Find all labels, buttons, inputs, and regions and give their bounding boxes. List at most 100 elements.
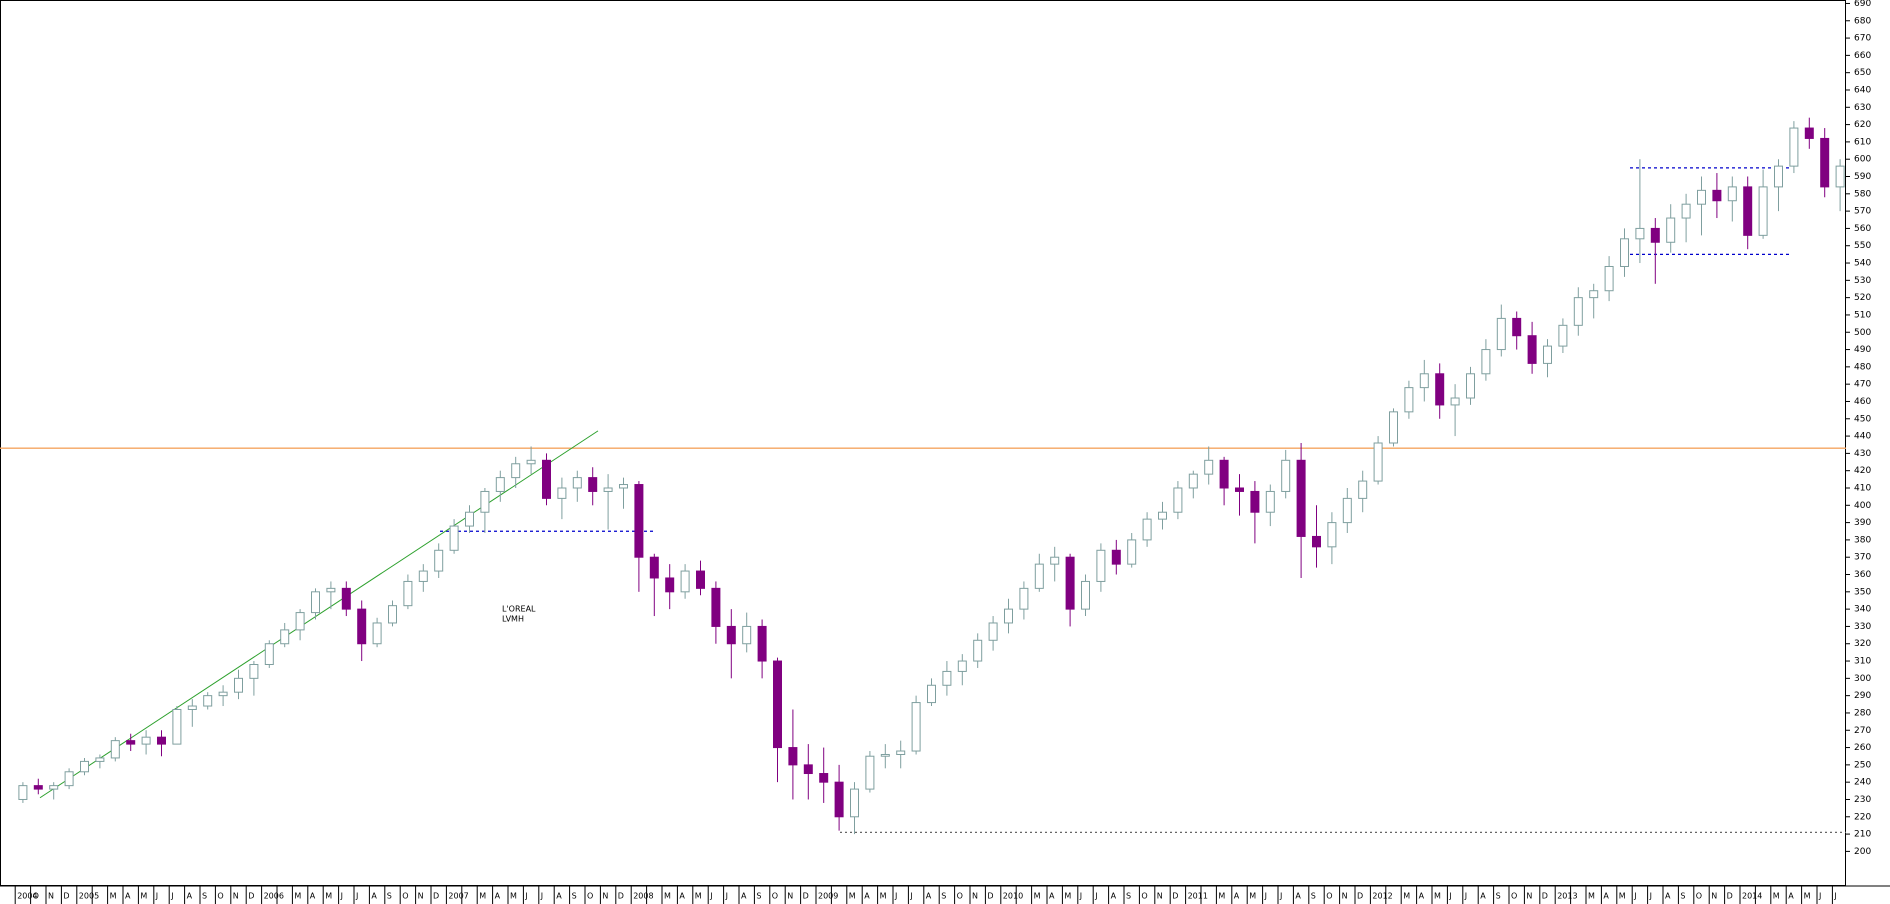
candle-body — [803, 764, 813, 775]
y-tick-label: 390 — [1854, 518, 1871, 528]
y-tick-label: 210 — [1854, 830, 1871, 840]
candle-body — [465, 511, 474, 527]
x-tick-label: S — [572, 892, 577, 901]
x-tick-label: A — [187, 892, 193, 901]
y-tick-label: 260 — [1854, 743, 1871, 753]
x-tick-label: 2009 — [818, 892, 838, 901]
x-tick-label: N — [233, 892, 239, 901]
candle-body — [1666, 217, 1676, 243]
y-tick-label: 240 — [1854, 778, 1871, 788]
x-tick-label: N — [972, 892, 978, 901]
x-tick-label: J — [1818, 892, 1821, 901]
candle-body — [1727, 186, 1737, 202]
candle-body — [1265, 490, 1275, 513]
candle-body — [742, 625, 752, 645]
x-tick-label: O — [587, 892, 593, 901]
x-tick-label: 2013 — [1557, 892, 1577, 901]
candle-body — [1004, 608, 1013, 624]
candle-body — [1466, 373, 1475, 399]
y-tick-label: 230 — [1854, 795, 1871, 805]
x-tick-label: J — [709, 892, 712, 901]
y-tick-label: 410 — [1854, 483, 1871, 493]
candle-body — [1127, 539, 1137, 565]
candle-body — [480, 490, 490, 513]
candle-body — [557, 487, 567, 499]
y-tick-label: 520 — [1854, 293, 1871, 303]
y-tick-label: 470 — [1854, 380, 1871, 390]
candle-body — [680, 570, 690, 593]
x-tick-label: A — [1665, 892, 1671, 901]
candle-body — [1743, 186, 1753, 236]
x-tick-label: M — [1249, 892, 1256, 901]
candle-body — [1188, 473, 1198, 489]
candle-body — [850, 788, 859, 818]
x-tick-label: J — [1833, 892, 1836, 901]
x-tick-label: N — [787, 892, 793, 901]
candle-body — [526, 459, 536, 465]
y-tick-label: 590 — [1854, 172, 1871, 182]
x-tick-label: J — [1633, 892, 1636, 901]
candle-body — [372, 622, 382, 645]
candle-body — [311, 591, 320, 614]
x-tick-label: J — [355, 892, 358, 901]
x-tick-label: A — [125, 892, 131, 901]
y-tick-label: 330 — [1854, 622, 1871, 632]
x-tick-label: 2006 — [264, 892, 284, 901]
candle-body — [957, 660, 967, 672]
x-tick-label: S — [1496, 892, 1501, 901]
candle-body — [1712, 189, 1722, 202]
candle-body — [865, 755, 875, 790]
candle-body — [619, 484, 628, 489]
candle-body — [1481, 349, 1491, 375]
candle-body — [1496, 317, 1506, 351]
y-tick-label: 680 — [1854, 16, 1871, 26]
candle-body — [357, 608, 367, 645]
x-tick-label: M — [140, 892, 147, 901]
x-tick-label: A — [371, 892, 377, 901]
x-tick-label: J — [1448, 892, 1451, 901]
y-tick-label: 530 — [1854, 276, 1871, 286]
candle-body — [126, 740, 136, 745]
candle-body — [1573, 297, 1583, 326]
x-tick-label: A — [1419, 892, 1425, 901]
candle-body — [1789, 127, 1799, 167]
x-tick-label: O — [1511, 892, 1517, 901]
annotation: L'OREAL — [502, 605, 536, 614]
x-tick-label: D — [618, 892, 624, 901]
x-tick-label: J — [909, 892, 912, 901]
candle-body — [449, 525, 459, 551]
candle-body — [1635, 227, 1645, 240]
annotation: LVMH — [502, 615, 524, 624]
candle-body — [172, 708, 182, 745]
y-tick-label: 610 — [1854, 137, 1871, 147]
x-tick-label: D — [433, 892, 439, 901]
candle-body — [249, 664, 259, 679]
candle-body — [234, 677, 243, 693]
candle-body — [418, 570, 428, 582]
candle-body — [1558, 324, 1568, 347]
x-tick-label: N — [1157, 892, 1163, 901]
x-tick-label: J — [1279, 892, 1282, 901]
candle-body — [1804, 127, 1814, 139]
candle-body — [1358, 480, 1368, 499]
x-tick-label: M — [1403, 892, 1410, 901]
x-tick-label: N — [602, 892, 608, 901]
x-tick-label: A — [556, 892, 562, 901]
x-tick-label: M — [1218, 892, 1225, 901]
x-tick-label: M — [479, 892, 486, 901]
x-tick-label: M — [110, 892, 117, 901]
x-tick-label: D — [987, 892, 993, 901]
candle-body — [1543, 345, 1552, 364]
candle-body — [988, 622, 998, 641]
x-tick-label: M — [1619, 892, 1626, 901]
x-tick-label: J — [1649, 892, 1652, 901]
x-tick-label: M — [1034, 892, 1041, 901]
candle-body — [788, 747, 798, 766]
y-tick-label: 220 — [1854, 812, 1871, 822]
candle-body — [203, 695, 213, 707]
y-tick-label: 340 — [1854, 605, 1871, 615]
x-tick-label: J — [1464, 892, 1467, 901]
x-tick-label: J — [540, 892, 543, 901]
x-tick-label: 2005 — [79, 892, 99, 901]
candle-body — [819, 773, 829, 783]
